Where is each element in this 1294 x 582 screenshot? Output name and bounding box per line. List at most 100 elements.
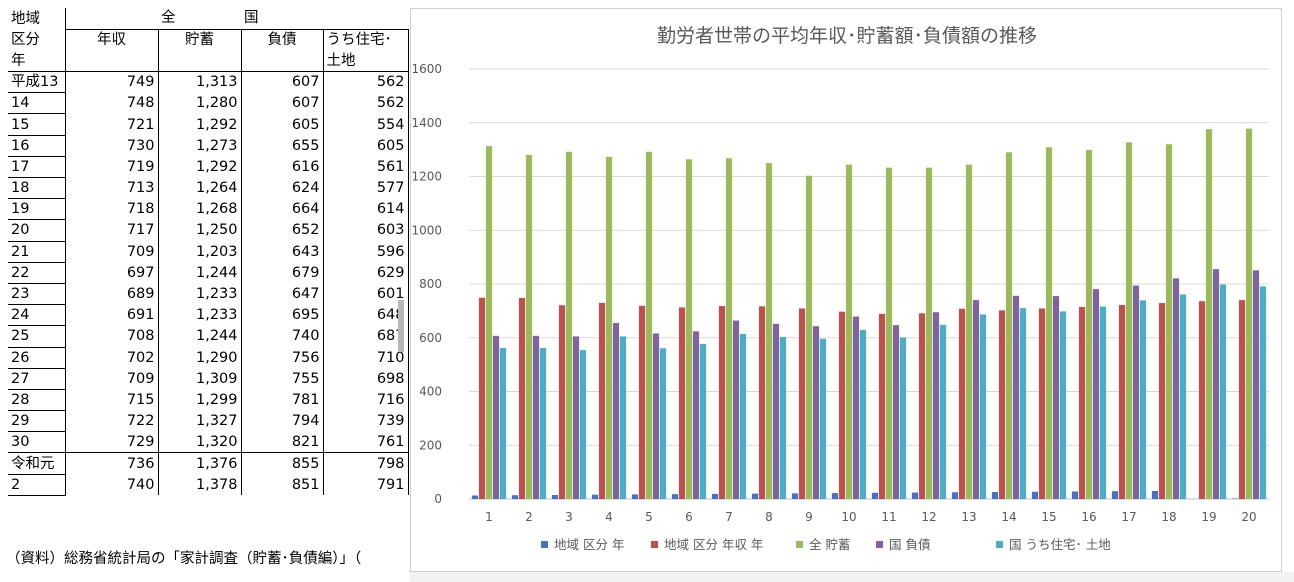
bar [565, 151, 573, 499]
bar [551, 494, 559, 499]
bar [1125, 142, 1133, 499]
legend-swatch [996, 541, 1003, 548]
bar [791, 493, 799, 499]
table-row: 19 718 1,268 664 614 [8, 198, 409, 221]
bar [739, 333, 747, 499]
row-housing: 605 [322, 135, 409, 157]
row-debt: 755 [240, 368, 323, 390]
row-housing: 710 [322, 347, 409, 369]
row-housing: 698 [322, 368, 409, 390]
bar [692, 331, 700, 499]
bar [1259, 286, 1267, 499]
row-year: 18 [8, 177, 65, 200]
x-tick-label: 11 [881, 510, 896, 524]
bar [991, 492, 999, 499]
bar [492, 335, 500, 499]
row-income: 719 [64, 156, 158, 178]
row-year: 26 [8, 347, 65, 369]
y-tick-label: 0 [434, 492, 442, 506]
bar [711, 493, 719, 499]
row-savings: 1,327 [157, 410, 241, 432]
legend-label: 地域 区分 年 [554, 537, 624, 552]
row-housing: 648 [322, 304, 409, 326]
bar [539, 347, 547, 499]
bar [852, 316, 860, 499]
x-tick-label: 13 [961, 510, 976, 524]
row-income: 729 [64, 431, 158, 453]
row-housing: 562 [322, 92, 409, 114]
x-tick-label: 1 [485, 510, 493, 524]
row-income: 689 [64, 283, 158, 305]
header-row-1: 地域 全 国 [8, 8, 408, 30]
row-savings: 1,244 [157, 325, 241, 347]
header-category-label: 区分 [11, 31, 40, 48]
bar [685, 159, 693, 500]
bar [499, 347, 507, 499]
bar [645, 151, 653, 499]
row-income: 709 [64, 368, 158, 390]
header-housing-2: 土地 [322, 50, 409, 73]
row-income: 709 [64, 241, 158, 263]
row-year: 令和元 [8, 452, 65, 475]
legend-swatch [796, 541, 803, 548]
bar [1052, 296, 1060, 499]
row-year: 2 [8, 474, 65, 496]
chart-area[interactable]: 勤労者世帯の平均年収･貯蓄額･負債額の推移 0 200 400 600 800 1000 1… [410, 8, 1282, 572]
bar [979, 314, 987, 499]
bar [1012, 295, 1020, 499]
bar [591, 494, 599, 499]
header-region-zen: 全 [158, 8, 241, 30]
bar [652, 333, 660, 499]
bar [932, 312, 940, 499]
bar [478, 297, 486, 499]
bar [958, 308, 966, 499]
table-row: 令和元 736 1,376 855 798 [8, 452, 409, 475]
table-row: 30 729 1,320 821 761 [8, 431, 409, 454]
legend-swatch [651, 541, 658, 548]
row-year: 29 [8, 410, 65, 433]
header-debt: 負債 [240, 29, 323, 51]
bar [751, 493, 759, 499]
resize-handle[interactable] [398, 300, 404, 352]
bar [1092, 289, 1100, 499]
legend-swatch [876, 541, 883, 548]
x-tick-label: 2 [525, 510, 533, 524]
bar [1205, 129, 1213, 499]
table-row: 2 740 1,378 851 791 [8, 474, 409, 496]
chart-title: 勤労者世帯の平均年収･貯蓄額･負債額の推移 [657, 25, 1037, 47]
row-savings: 1,273 [157, 135, 241, 157]
bar [1231, 498, 1239, 499]
table-row: 28 715 1,299 781 716 [8, 389, 409, 412]
legend: 地域 区分 年 地域 区分 年収 年 全 貯蓄 国 負債 国 うち住宅･ 土地 [541, 537, 1111, 552]
row-year: 25 [8, 325, 65, 348]
row-housing: 562 [322, 71, 409, 93]
y-tick-label: 200 [419, 438, 442, 452]
bar [758, 306, 766, 499]
bar [1031, 491, 1039, 499]
row-debt: 655 [240, 135, 323, 157]
bar [939, 324, 947, 499]
row-year: 21 [8, 241, 65, 263]
row-income: 697 [64, 262, 158, 284]
row-income: 717 [64, 219, 158, 242]
bar [1038, 308, 1046, 499]
table-row: 16 730 1,273 655 605 [8, 135, 409, 157]
row-savings: 1,320 [157, 431, 241, 453]
header-row-2: 区分 年収 貯蓄 負債 うち住宅･ [8, 28, 409, 51]
bar [511, 495, 519, 499]
row-savings: 1,264 [157, 177, 241, 199]
row-income: 702 [64, 347, 158, 369]
bar [892, 325, 900, 499]
header-year-label: 年 [8, 50, 65, 73]
row-debt: 821 [240, 431, 323, 453]
row-housing: 629 [322, 262, 409, 284]
horizontal-scrollbar[interactable] [410, 572, 1294, 582]
x-tick-label: 18 [1161, 510, 1176, 524]
row-income: 740 [64, 474, 158, 496]
row-year: 30 [8, 431, 65, 454]
bar [1172, 278, 1180, 499]
bar [699, 343, 707, 499]
bar [831, 493, 839, 499]
bar-chart: 勤労者世帯の平均年収･貯蓄額･負債額の推移 0 200 400 600 800 1000 1… [411, 25, 1269, 552]
bar [725, 158, 733, 499]
